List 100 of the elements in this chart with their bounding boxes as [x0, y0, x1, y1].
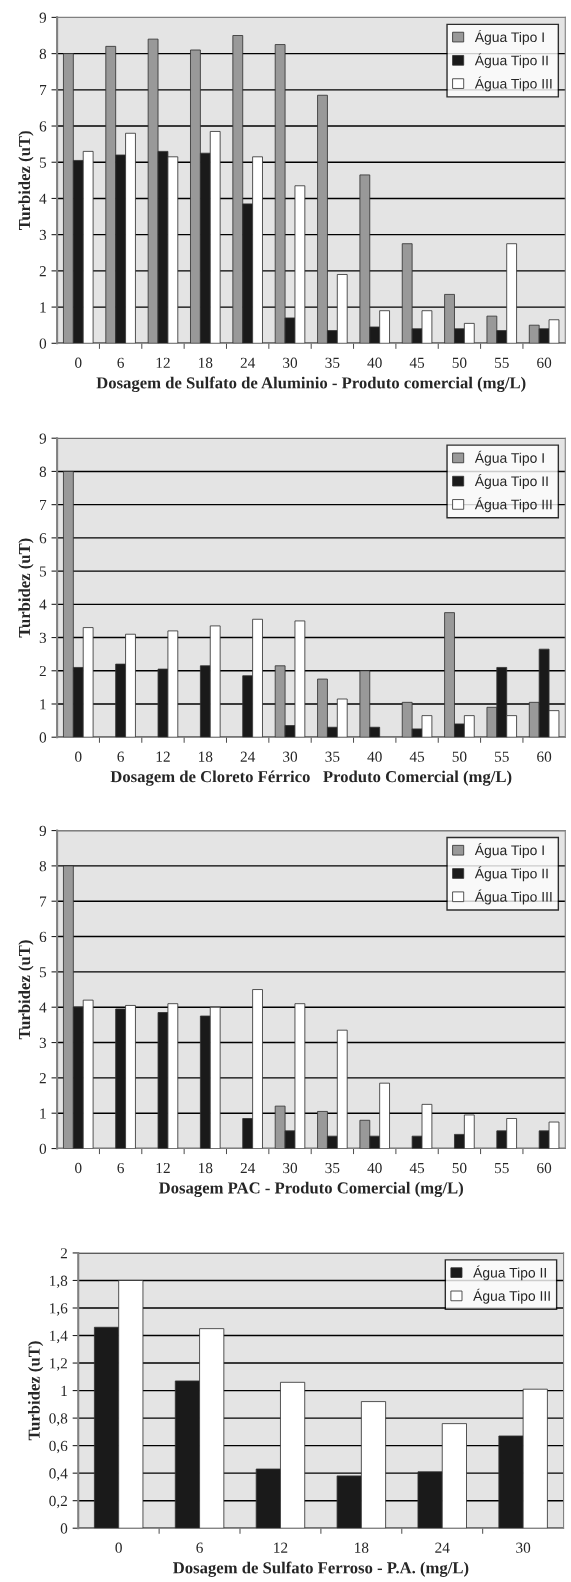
y-tick-label: 1	[40, 302, 46, 313]
x-tick-label: 6	[117, 1162, 124, 1174]
y-tick-label: 6	[39, 533, 47, 544]
y-tick-label: 6	[39, 931, 47, 942]
y-axis-title: Turbidez (uT)	[28, 1341, 44, 1441]
x-tick-label: 30	[283, 357, 298, 368]
x-tick-label: 24	[240, 751, 256, 762]
x-tick-label: 45	[409, 357, 425, 368]
y-tick-label: 7	[40, 499, 47, 510]
x-tick-label: 45	[409, 751, 425, 762]
y-tick-label: 0	[39, 338, 47, 349]
y-tick-label: 6	[39, 121, 47, 132]
x-tick-label: 0	[75, 1162, 82, 1174]
x-tick-label: 18	[199, 1162, 213, 1174]
x-tick-label: 24	[240, 1162, 256, 1174]
x-tick-label: 0	[75, 751, 82, 762]
x-tick-label: 40	[367, 357, 382, 368]
x-tick-label: 50	[452, 1162, 467, 1174]
y-tick-label: 0,6	[49, 1440, 68, 1454]
x-tick-label: 50	[452, 357, 467, 368]
y-tick-label: 2	[39, 665, 46, 677]
x-tick-label: 12	[156, 1162, 170, 1174]
y-tick-label: 0	[60, 1523, 68, 1534]
y-tick-label: 9	[39, 433, 47, 444]
y-tick-label: 4	[39, 1002, 47, 1013]
legend-label: Água Tipo II	[474, 473, 548, 489]
y-tick-label: 1,6	[50, 1303, 68, 1316]
x-tick-label: 35	[325, 1162, 340, 1174]
y-tick-label: 4	[39, 599, 47, 610]
x-axis-title: Dosagem de Cloreto Férrico Produto Comercial (mg/L)	[110, 770, 512, 786]
y-axis-title: Turbidez (uT)	[18, 131, 34, 231]
y-tick-label: 5	[39, 566, 47, 577]
x-tick-label: 18	[199, 357, 213, 368]
x-tick-label: 55	[495, 1163, 509, 1174]
x-tick-label: 40	[367, 1162, 382, 1174]
y-tick-label: 1,8	[50, 1275, 68, 1289]
x-tick-label: 40	[367, 751, 382, 762]
y-tick-label: 8	[39, 466, 47, 477]
x-tick-label: 60	[537, 357, 552, 368]
x-tick-label: 50	[452, 751, 467, 762]
y-tick-label: 8	[39, 861, 47, 872]
legend-label: Água Tipo III	[473, 1288, 550, 1304]
legend-label: Água Tipo I	[474, 450, 544, 466]
x-tick-label: 6	[117, 357, 124, 368]
x-tick-label: 24	[240, 357, 256, 368]
y-tick-label: 0,2	[49, 1495, 67, 1509]
y-axis-title: Turbidez (uT)	[18, 538, 34, 638]
x-tick-label: 30	[283, 1162, 298, 1174]
y-tick-label: 3	[39, 229, 47, 241]
legend-label: Água Tipo II	[474, 866, 548, 882]
x-tick-label: 60	[537, 1162, 552, 1174]
y-tick-label: 7	[40, 896, 47, 907]
y-tick-label: 3	[39, 632, 47, 643]
x-tick-label: 60	[537, 751, 552, 762]
x-tick-label: 0	[75, 357, 82, 368]
y-tick-label: 1	[40, 1108, 46, 1119]
x-tick-label: 6	[117, 751, 124, 762]
y-tick-label: 2	[60, 1248, 67, 1259]
y-tick-label: 0,4	[49, 1468, 68, 1481]
y-tick-label: 2	[39, 266, 46, 277]
y-tick-label: 4	[39, 193, 47, 204]
y-tick-label: 1,4	[50, 1330, 68, 1344]
x-tick-label: 12	[156, 751, 170, 762]
legend-label: Água Tipo III	[474, 889, 552, 905]
legend-label: Água Tipo III	[474, 497, 552, 513]
x-tick-label: 12	[274, 1542, 288, 1553]
y-tick-label: 1	[40, 699, 46, 710]
x-tick-label: 12	[156, 357, 170, 368]
legend-label: Água Tipo II	[474, 53, 548, 69]
y-tick-label: 2	[39, 1073, 46, 1084]
x-tick-label: 35	[325, 751, 340, 762]
legend-label: Água Tipo III	[474, 76, 552, 92]
x-tick-label: 55	[495, 357, 509, 368]
y-tick-label: 5	[39, 967, 47, 978]
x-axis-title: Dosagem de Sulfato Ferroso - P.A. (mg/L)	[173, 1561, 469, 1577]
y-tick-label: 0	[39, 1143, 47, 1154]
y-tick-label: 3	[39, 1037, 47, 1048]
y-tick-label: 1,2	[50, 1358, 67, 1371]
x-tick-label: 24	[435, 1542, 450, 1553]
x-tick-label: 30	[283, 751, 298, 762]
x-axis-title: Dosagem de Sulfato de Aluminio - Produto comercial (mg/L)	[96, 376, 526, 393]
y-tick-label: 9	[39, 12, 47, 23]
legend-label: Água Tipo I	[474, 29, 544, 45]
x-tick-label: 30	[516, 1542, 531, 1553]
y-tick-label: 8	[39, 48, 47, 60]
y-tick-label: 9	[39, 825, 47, 836]
x-tick-label: 55	[495, 751, 509, 762]
x-tick-label: 35	[325, 357, 340, 368]
y-tick-label: 7	[40, 85, 47, 96]
y-axis-title: Turbidez (uT)	[18, 940, 34, 1040]
x-axis-title: Dosagem PAC - Produto Comercial (mg/L)	[158, 1181, 463, 1198]
legend-label: Água Tipo I	[474, 843, 544, 858]
y-tick-label: 5	[39, 157, 47, 168]
y-tick-label: 0	[39, 732, 47, 743]
x-tick-label: 18	[199, 751, 213, 762]
y-tick-label: 0,8	[49, 1413, 68, 1426]
x-tick-label: 6	[196, 1542, 203, 1553]
x-tick-label: 18	[355, 1542, 369, 1553]
x-tick-label: 0	[115, 1542, 122, 1553]
legend-label: Água Tipo II	[473, 1265, 546, 1281]
